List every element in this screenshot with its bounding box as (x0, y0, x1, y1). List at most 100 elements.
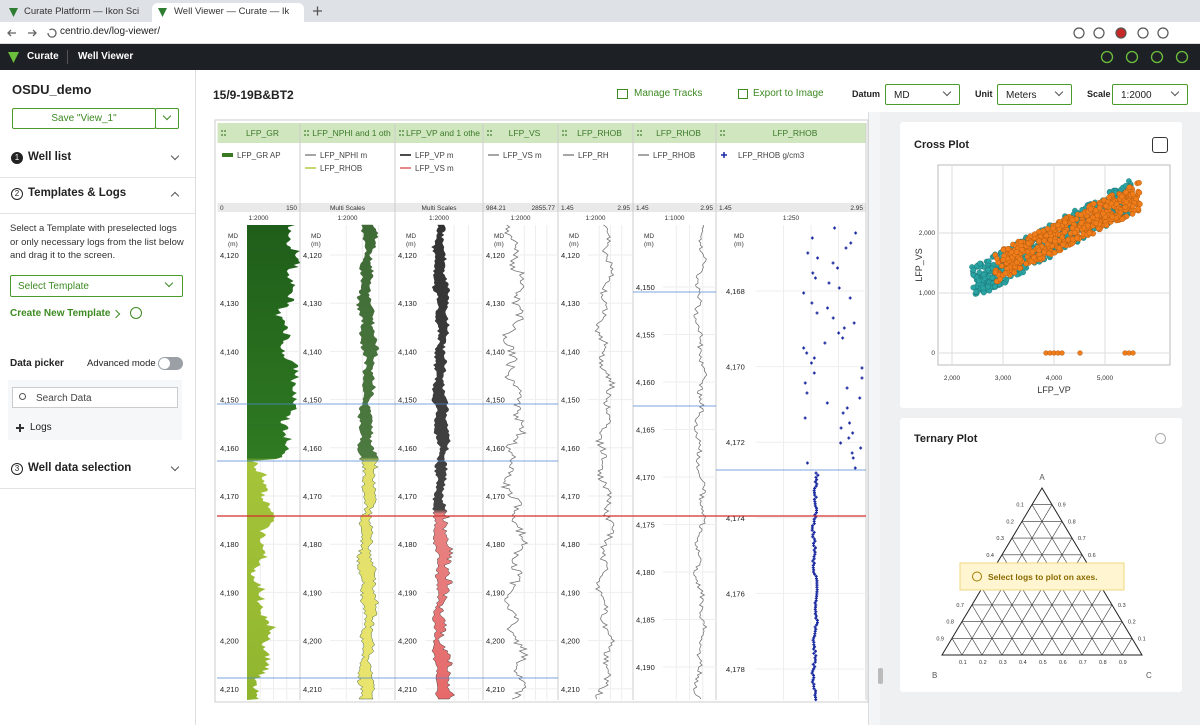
message-icon (972, 571, 982, 582)
drag-handle (637, 130, 639, 132)
cross-point (1087, 206, 1094, 212)
depth-label: 4,190 (398, 588, 417, 597)
depth-label: 4,190 (636, 663, 655, 672)
rhob-point (845, 406, 849, 410)
tab[interactable]: Curate Platform — Ikon Science (4, 3, 150, 22)
search-box[interactable]: Search Data (12, 387, 178, 408)
depth-unit: (m) (569, 241, 579, 248)
url[interactable]: centrio.dev/log-viewer/ (60, 26, 161, 37)
cross-point (1029, 248, 1036, 255)
ternary-tick: 0.8 (1068, 519, 1076, 525)
ternary-tick: 0.4 (1019, 660, 1027, 666)
rhob-point (812, 356, 816, 360)
step-label[interactable]: Well list (28, 151, 72, 163)
manage-tracks[interactable]: Manage Tracks (634, 88, 703, 99)
rhob-point (813, 612, 817, 616)
cross-point (1008, 249, 1015, 256)
cross-point (1106, 194, 1112, 201)
step-label[interactable]: Well data selection (28, 462, 132, 474)
depth-label: 4,150 (398, 396, 417, 405)
ternary-grid (1121, 638, 1133, 656)
toggle-knob (159, 358, 170, 369)
range-max: 150 (286, 205, 297, 212)
export[interactable]: Export to Image (753, 88, 824, 99)
tab-active[interactable]: Well Viewer — Curate — Ikon Sc (152, 3, 304, 22)
depth-label: 4,168 (726, 287, 745, 296)
cross-point (973, 289, 979, 295)
rhob-point (859, 446, 863, 450)
depth-label: 4,180 (561, 540, 580, 549)
select[interactable]: Meters (997, 84, 1072, 105)
legend-swatch (721, 152, 727, 158)
vertex-label: A (1039, 473, 1045, 482)
select-template[interactable]: Select Template (10, 275, 183, 297)
settings-button[interactable] (1152, 137, 1168, 153)
rhob-point (812, 676, 816, 680)
depth-label: 4,130 (303, 299, 322, 308)
create-template[interactable]: Create New Template (10, 308, 111, 319)
cross-point (1086, 217, 1092, 224)
ternary-title: Ternary Plot (914, 433, 978, 445)
cross-point (989, 274, 996, 281)
depth-label: 4,190 (303, 588, 322, 597)
cross-point (1100, 210, 1106, 217)
cross-point (1129, 211, 1136, 217)
cross-point (1090, 200, 1097, 207)
x-tick-label: 3,000 (995, 375, 1012, 382)
ternary-tick: 0.1 (959, 660, 967, 666)
ternary-tick: 0.2 (1128, 620, 1136, 626)
ternary-grid (1011, 537, 1083, 656)
select[interactable]: MD (885, 84, 960, 105)
step-number: 2 (11, 188, 23, 200)
depth-label: 4,155 (636, 331, 655, 340)
log-curve (500, 224, 529, 700)
rhob-point (841, 411, 845, 415)
track-title: LFP_RHOB (577, 128, 622, 138)
rhob-point (812, 561, 816, 565)
address-bar (0, 22, 1200, 44)
range-min: 1.45 (719, 205, 732, 212)
depth-label: 4,130 (561, 299, 580, 308)
step-label[interactable]: Templates & Logs (28, 187, 127, 199)
save-menu[interactable] (155, 108, 179, 129)
drag-handle (723, 134, 725, 136)
depth-label: 4,210 (303, 685, 322, 694)
app-header (0, 44, 1200, 70)
tab-title: Well Viewer — Curate — Ikon Sc (174, 6, 289, 17)
cross-point (1126, 184, 1133, 191)
depth-label: 4,170 (561, 492, 580, 501)
depth-unit: (m) (494, 241, 504, 248)
legend-label: LFP_RHOB (653, 151, 695, 160)
export-icon (738, 89, 748, 99)
rhob-point (813, 634, 817, 638)
depth-unit: (m) (311, 241, 321, 248)
y-axis-label: LFP_VS (914, 248, 924, 282)
logs[interactable]: Logs (30, 422, 52, 433)
depth-label: 4,150 (561, 396, 580, 405)
cross-point (1136, 189, 1143, 196)
vertex-label: C (1146, 671, 1152, 680)
depth-label: 4,180 (636, 568, 655, 577)
rhob-point (811, 662, 815, 666)
step-number: 3 (11, 463, 23, 475)
track-header (633, 123, 716, 143)
range-max: 2.95 (850, 205, 863, 212)
drag-handle (304, 130, 306, 132)
rhob-point (816, 473, 820, 477)
cross-point (1074, 235, 1080, 242)
brand[interactable]: Curate (27, 51, 59, 62)
message-box (959, 562, 1125, 591)
nphi-curve (355, 224, 380, 700)
ternary-grid (951, 638, 963, 656)
settings-icon[interactable] (1155, 433, 1166, 444)
rhob-point (805, 391, 809, 395)
step-number: 1 (11, 152, 23, 164)
rhob-point (812, 651, 816, 655)
ternary-tick: 0.3 (996, 536, 1004, 542)
cross-point (998, 263, 1005, 269)
rhob-point (823, 341, 827, 345)
depth-label: 4,140 (398, 347, 417, 356)
rhob-point (813, 660, 817, 664)
drag-handle (565, 134, 567, 136)
select[interactable]: 1:2000 (1112, 84, 1188, 105)
